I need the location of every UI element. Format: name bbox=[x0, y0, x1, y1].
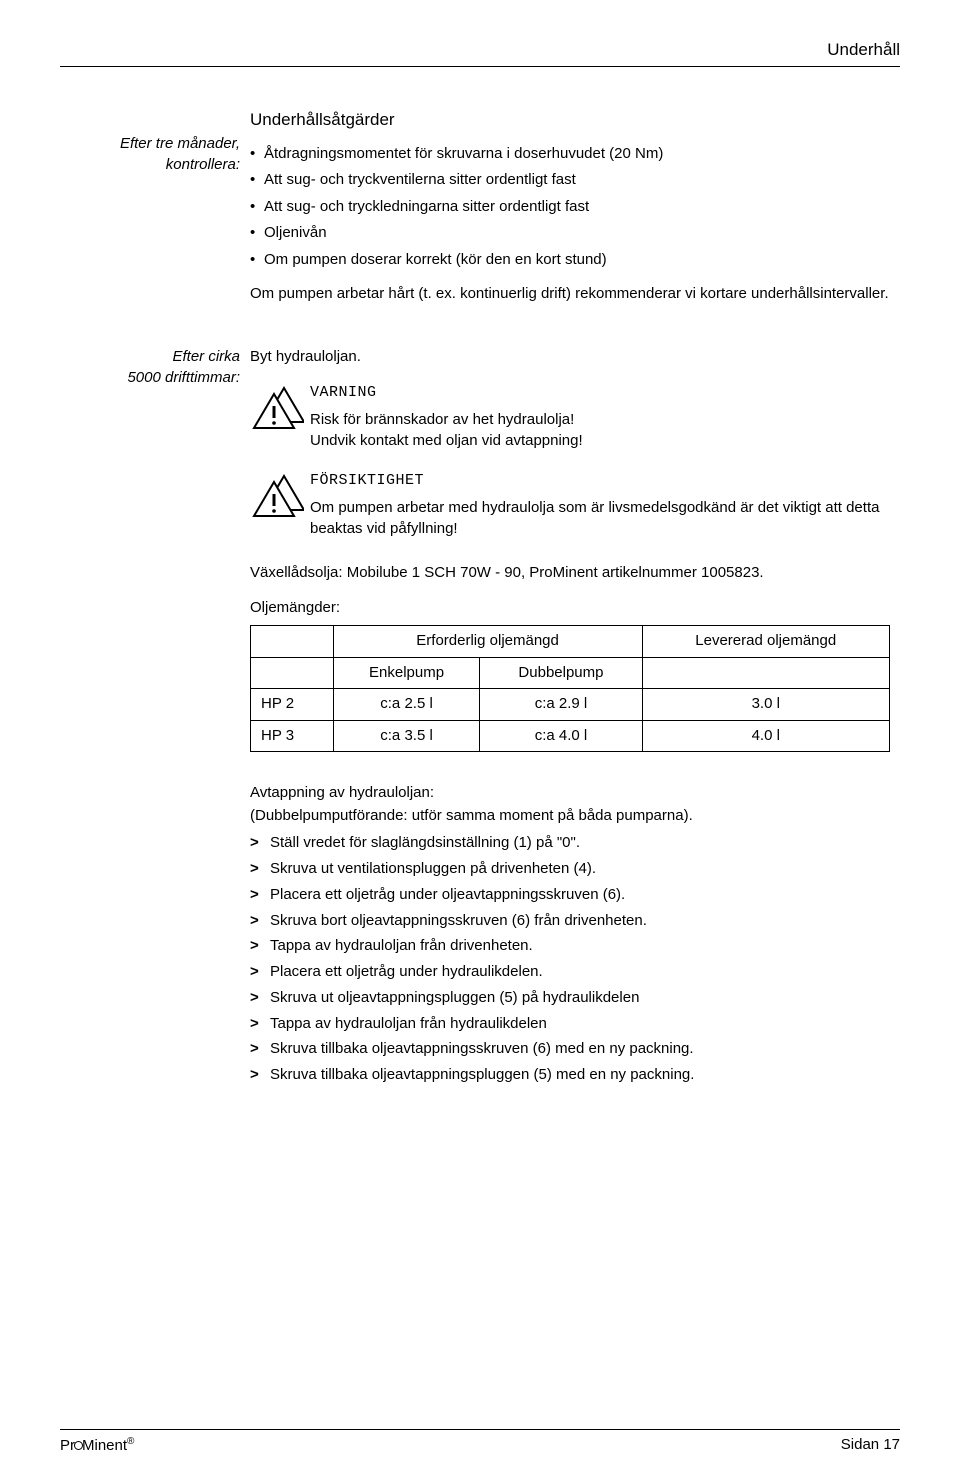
logo-prefix: Pr bbox=[60, 1437, 75, 1454]
step-item: Placera ett oljetråg under oljeavtappnin… bbox=[250, 884, 900, 906]
cell-delivered: 3.0 l bbox=[642, 689, 890, 721]
cell-model: HP 3 bbox=[251, 720, 334, 752]
logo-suffix: Minent bbox=[82, 1437, 127, 1454]
oil-amounts-label: Oljemängder: bbox=[250, 597, 900, 620]
step-item: Placera ett oljetråg under hydraulikdele… bbox=[250, 961, 900, 983]
footer-rule bbox=[60, 1429, 900, 1430]
warning-text-1: Risk för brännskador av het hydraulolja! bbox=[310, 409, 900, 431]
section2-label-line1: Efter cirka bbox=[172, 348, 240, 365]
cell-single: c:a 3.5 l bbox=[333, 720, 480, 752]
step-item: Skruva tillbaka oljeavtappningspluggen (… bbox=[250, 1064, 900, 1086]
section1-body: Underhållsåtgärder Åtdragningsmomentet f… bbox=[250, 107, 900, 306]
section2-label: Efter cirka 5000 drifttimmar: bbox=[60, 346, 250, 1090]
step-item: Skruva ut ventilationspluggen på drivenh… bbox=[250, 858, 900, 880]
header-rule bbox=[60, 66, 900, 67]
header-title: Underhåll bbox=[60, 40, 900, 60]
bullet-item: Oljenivån bbox=[250, 222, 900, 245]
table-row: Erforderlig oljemängd Levererad oljemäng… bbox=[251, 626, 890, 658]
table-row: HP 2 c:a 2.5 l c:a 2.9 l 3.0 l bbox=[251, 689, 890, 721]
bullet-item: Att sug- och tryckledningarna sitter ord… bbox=[250, 196, 900, 219]
oil-table: Erforderlig oljemängd Levererad oljemäng… bbox=[250, 625, 890, 752]
warning-body: VARNING Risk för brännskador av het hydr… bbox=[310, 382, 900, 452]
content: Efter tre månader, kontrollera: Underhål… bbox=[60, 107, 900, 1090]
section-maintenance: Efter tre månader, kontrollera: Underhål… bbox=[60, 107, 900, 306]
th-double: Dubbelpump bbox=[480, 657, 642, 689]
step-item: Tappa av hydrauloljan från hydraulikdele… bbox=[250, 1013, 900, 1035]
table-row: HP 3 c:a 3.5 l c:a 4.0 l 4.0 l bbox=[251, 720, 890, 752]
footer: Pr Minent® Sidan 17 bbox=[60, 1429, 900, 1454]
section1-label-text: Efter tre månader, kontrollera: bbox=[120, 135, 240, 173]
warning-label: VARNING bbox=[310, 382, 900, 405]
step-item: Ställ vredet för slaglängdsinställning (… bbox=[250, 832, 900, 854]
warning-text-2: Undvik kontakt med oljan vid avtappning! bbox=[310, 430, 900, 452]
bullet-item: Om pumpen doserar korrekt (kör den en ko… bbox=[250, 249, 900, 272]
oil-spec: Växellådsolja: Mobilube 1 SCH 70W - 90, … bbox=[250, 562, 900, 585]
bullet-item: Att sug- och tryckventilerna sitter orde… bbox=[250, 169, 900, 192]
warning-icon bbox=[250, 382, 310, 452]
th-required: Erforderlig oljemängd bbox=[333, 626, 642, 658]
page: Underhåll Efter tre månader, kontrollera… bbox=[0, 0, 960, 1484]
th-delivered: Levererad oljemängd bbox=[642, 626, 890, 658]
step-item: Skruva ut oljeavtappningspluggen (5) på … bbox=[250, 987, 900, 1009]
cell-single: c:a 2.5 l bbox=[333, 689, 480, 721]
step-item: Skruva bort oljeavtappningsskruven (6) f… bbox=[250, 910, 900, 932]
header: Underhåll bbox=[60, 40, 900, 67]
step-item: Tappa av hydrauloljan från drivenheten. bbox=[250, 935, 900, 957]
caution-label: FÖRSIKTIGHET bbox=[310, 470, 900, 493]
drain-heading: Avtappning av hydrauloljan: bbox=[250, 782, 900, 805]
page-number: Sidan 17 bbox=[841, 1436, 900, 1454]
section1-heading: Underhållsåtgärder bbox=[250, 107, 900, 133]
section2-intro: Byt hydrauloljan. bbox=[250, 346, 900, 369]
drain-note: (Dubbelpumputförande: utför samma moment… bbox=[250, 805, 900, 827]
logo-o-icon bbox=[74, 1441, 83, 1450]
cell-double: c:a 4.0 l bbox=[480, 720, 642, 752]
section2-body: Byt hydrauloljan. VARNING Risk för brä bbox=[250, 346, 900, 1090]
warning-block: VARNING Risk för brännskador av het hydr… bbox=[250, 382, 900, 452]
step-item: Skruva tillbaka oljeavtappningsskruven (… bbox=[250, 1038, 900, 1060]
section1-paragraph: Om pumpen arbetar hårt (t. ex. kontinuer… bbox=[250, 283, 900, 306]
cell-model: HP 2 bbox=[251, 689, 334, 721]
footer-row: Pr Minent® Sidan 17 bbox=[60, 1436, 900, 1454]
registered-mark: ® bbox=[127, 1436, 134, 1447]
caution-block: FÖRSIKTIGHET Om pumpen arbetar med hydra… bbox=[250, 470, 900, 540]
cell-delivered: 4.0 l bbox=[642, 720, 890, 752]
cell-double: c:a 2.9 l bbox=[480, 689, 642, 721]
caution-text: Om pumpen arbetar med hydraulolja som är… bbox=[310, 497, 900, 541]
table-row: Enkelpump Dubbelpump bbox=[251, 657, 890, 689]
caution-icon bbox=[250, 470, 310, 540]
bullet-item: Åtdragningsmomentet för skruvarna i dose… bbox=[250, 143, 900, 166]
th-single: Enkelpump bbox=[333, 657, 480, 689]
caution-body: FÖRSIKTIGHET Om pumpen arbetar med hydra… bbox=[310, 470, 900, 540]
section1-label: Efter tre månader, kontrollera: bbox=[60, 107, 250, 306]
section-oilchange: Efter cirka 5000 drifttimmar: Byt hydrau… bbox=[60, 346, 900, 1090]
logo: Pr Minent® bbox=[60, 1436, 134, 1454]
drain-steps: Ställ vredet för slaglängdsinställning (… bbox=[250, 832, 900, 1086]
section1-bullets: Åtdragningsmomentet för skruvarna i dose… bbox=[250, 143, 900, 272]
section2-label-line2: 5000 drifttimmar: bbox=[127, 369, 240, 386]
